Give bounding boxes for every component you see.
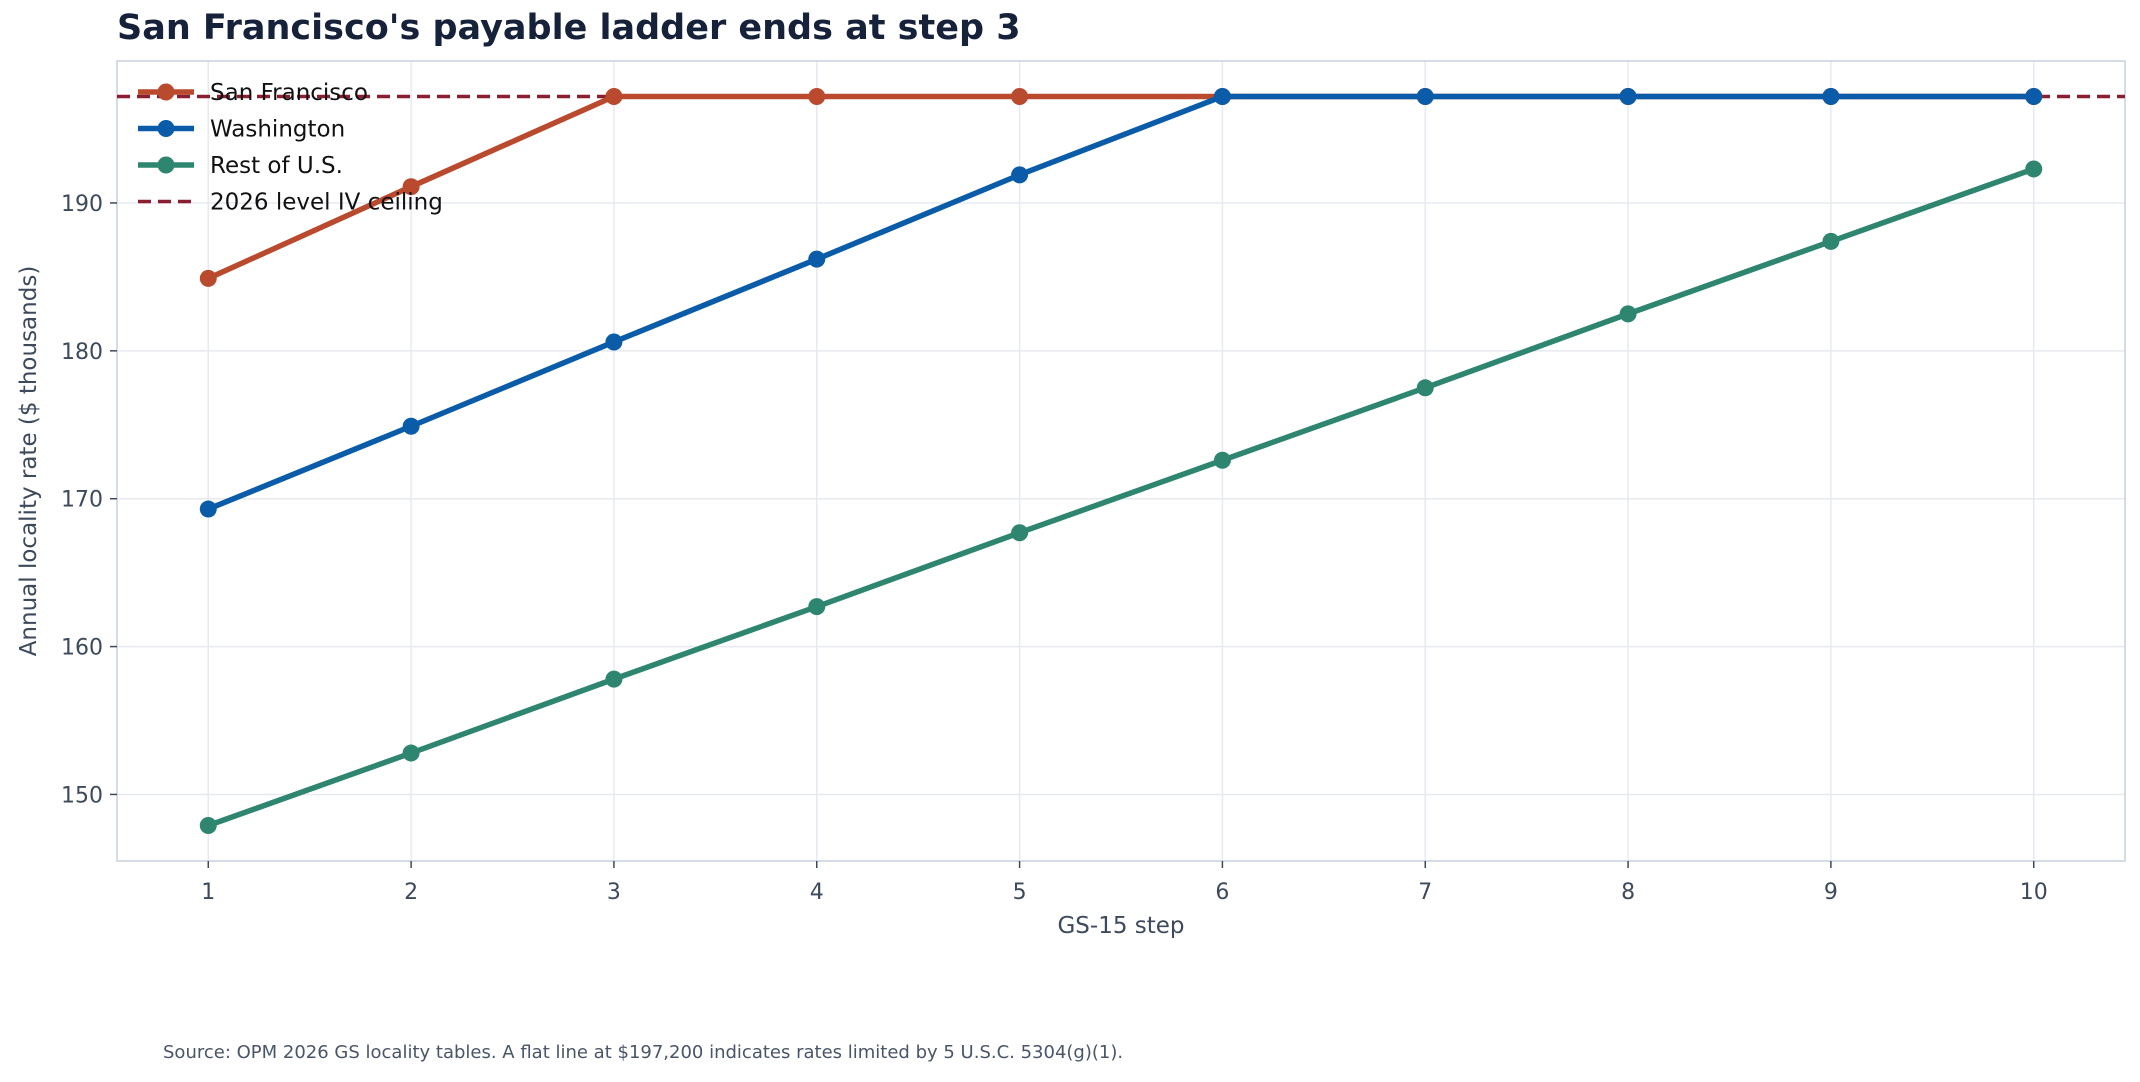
data-point: [605, 333, 623, 351]
data-point: [1011, 166, 1029, 184]
legend-label: Rest of U.S.: [210, 153, 343, 179]
x-axis-ticks: 1 2 3 4 5 6 7 8 9 10: [201, 861, 2048, 905]
y-tick-label: 170: [61, 488, 103, 513]
data-point: [1213, 87, 1231, 105]
x-tick-label: 4: [810, 880, 824, 905]
data-point: [402, 744, 420, 762]
x-axis-label: GS-15 step: [1057, 913, 1184, 939]
series-san-francisco: [199, 87, 2043, 287]
y-axis-ticks: 150 160 170 180 190: [61, 192, 117, 808]
data-point: [808, 250, 826, 268]
data-point: [1011, 87, 1029, 105]
data-point: [199, 269, 217, 287]
data-point: [402, 178, 420, 196]
x-tick-label: 10: [2020, 880, 2048, 905]
x-tick-label: 6: [1215, 880, 1229, 905]
data-point: [2025, 87, 2043, 105]
legend-marker: [157, 156, 175, 174]
data-point: [605, 87, 623, 105]
y-tick-label: 150: [61, 783, 103, 808]
data-point: [1822, 232, 1840, 250]
data-point: [605, 670, 623, 688]
legend-item: San Francisco: [138, 80, 368, 106]
x-tick-label: 5: [1013, 880, 1027, 905]
data-point: [199, 817, 217, 835]
series-lines: [199, 87, 2043, 835]
chart-title: San Francisco's payable ladder ends at s…: [117, 8, 1021, 48]
data-point: [199, 500, 217, 518]
series-line: [205, 93, 2037, 282]
legend-marker: [157, 83, 175, 101]
y-tick-label: 190: [61, 192, 103, 217]
plot-area-frame: [116, 60, 2126, 862]
legend-marker: [157, 120, 175, 137]
source-note: Source: OPM 2026 GS locality tables. A f…: [163, 1042, 1124, 1063]
data-point: [1416, 87, 1434, 105]
legend-label: San Francisco: [210, 80, 368, 106]
series-washington: [199, 87, 2043, 518]
data-point: [1619, 305, 1637, 323]
data-point: [808, 598, 826, 616]
series-line: [205, 93, 2037, 512]
series-line: [205, 166, 2037, 829]
data-point: [1619, 87, 1637, 105]
data-point: [402, 417, 420, 435]
legend-item: Washington: [138, 117, 345, 143]
legend-item: 2026 level IV ceiling: [138, 190, 443, 216]
x-tick-label: 7: [1418, 880, 1432, 905]
data-point: [1213, 451, 1231, 469]
data-point: [1822, 87, 1840, 105]
data-point: [1416, 379, 1434, 397]
y-axis-label: Annual locality rate ($ thousands): [16, 266, 42, 657]
legend-label: 2026 level IV ceiling: [210, 190, 443, 216]
y-tick-label: 160: [61, 636, 103, 661]
legend-item: Rest of U.S.: [138, 153, 343, 179]
x-tick-label: 9: [1824, 880, 1838, 905]
legend: San Francisco Washington Rest of U.S. 2026 …: [138, 80, 443, 216]
data-point: [1011, 524, 1029, 542]
series-rest-of-u-s: [199, 160, 2043, 835]
y-tick-label: 180: [61, 340, 103, 365]
x-tick-label: 8: [1621, 880, 1635, 905]
data-point: [808, 87, 826, 105]
x-tick-label: 1: [201, 880, 215, 905]
data-point: [2025, 160, 2043, 178]
legend-label: Washington: [210, 117, 345, 143]
x-tick-label: 2: [404, 880, 418, 905]
gridlines: [117, 61, 2125, 861]
x-tick-label: 3: [607, 880, 621, 905]
